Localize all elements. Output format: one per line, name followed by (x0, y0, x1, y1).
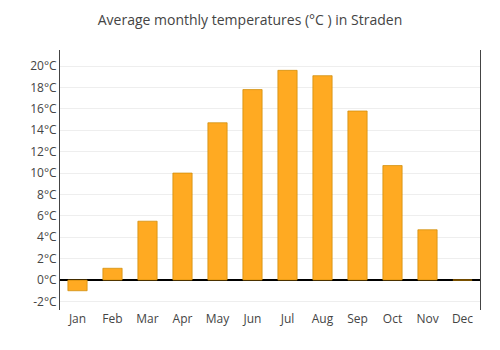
svg-text:Jan: Jan (68, 310, 86, 327)
svg-text:8°C: 8°C (37, 186, 57, 203)
svg-text:0°C: 0°C (37, 271, 57, 288)
svg-text:10°C: 10°C (30, 164, 57, 181)
svg-text:Average monthly temperatures (: Average monthly temperatures (°C ) in St… (98, 10, 403, 29)
svg-text:Sep: Sep (347, 310, 368, 327)
svg-text:Nov: Nov (416, 310, 438, 327)
svg-text:Dec: Dec (452, 310, 473, 327)
svg-text:Jun: Jun (243, 310, 262, 327)
svg-text:14°C: 14°C (30, 121, 57, 138)
svg-text:Aug: Aug (312, 310, 334, 327)
svg-text:Jul: Jul (280, 310, 295, 327)
svg-text:Oct: Oct (383, 310, 402, 327)
svg-text:2°C: 2°C (37, 250, 57, 267)
svg-text:Apr: Apr (173, 310, 193, 327)
svg-text:16°C: 16°C (30, 100, 57, 117)
svg-text:-2°C: -2°C (33, 293, 57, 310)
svg-text:May: May (206, 310, 230, 327)
svg-text:12°C: 12°C (30, 143, 57, 160)
svg-text:20°C: 20°C (30, 57, 57, 74)
svg-text:Mar: Mar (136, 310, 158, 327)
svg-text:18°C: 18°C (30, 79, 57, 96)
svg-text:4°C: 4°C (37, 228, 57, 245)
svg-text:Feb: Feb (102, 310, 122, 327)
svg-text:6°C: 6°C (37, 207, 57, 224)
